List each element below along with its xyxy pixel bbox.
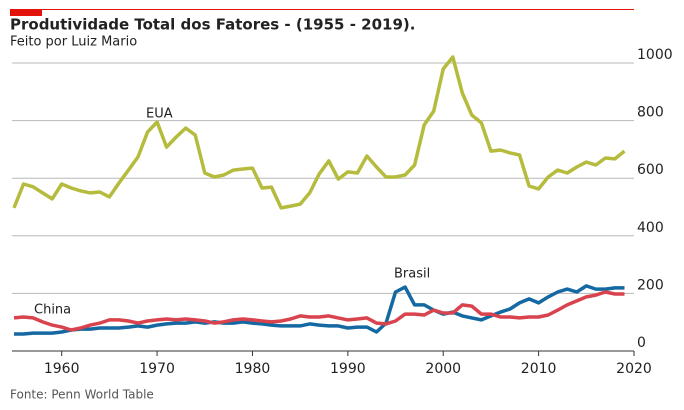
x-tick-label: 2020 — [616, 361, 652, 377]
chart-title: Produtividade Total dos Fatores - (1955 … — [10, 16, 415, 34]
x-tick-label: 1980 — [235, 361, 271, 377]
accent-bar — [10, 9, 42, 16]
y-tick-label: 400 — [637, 220, 664, 236]
y-tick-label: 800 — [637, 105, 664, 121]
series-line — [14, 284, 625, 336]
series-line — [12, 55, 626, 210]
x-tick-label: 1970 — [139, 361, 175, 377]
series-label: China — [34, 303, 71, 318]
x-tick-label: 1960 — [44, 361, 80, 377]
x-tick-label: 2010 — [521, 361, 557, 377]
x-tick-label: 2000 — [425, 361, 461, 377]
y-tick-label: 200 — [637, 277, 664, 293]
chart-subtitle: Feito por Luiz Mario — [10, 35, 137, 50]
source: Fonte: Penn World Table — [10, 388, 154, 402]
series-line — [13, 290, 625, 332]
y-tick-label: 1000 — [637, 47, 673, 63]
y-tick-label: 600 — [637, 162, 664, 178]
x-tick-label: 1990 — [330, 361, 366, 377]
series-label: EUA — [146, 107, 173, 122]
y-tick-label: 0 — [637, 335, 646, 351]
series-label: Brasil — [394, 267, 430, 282]
